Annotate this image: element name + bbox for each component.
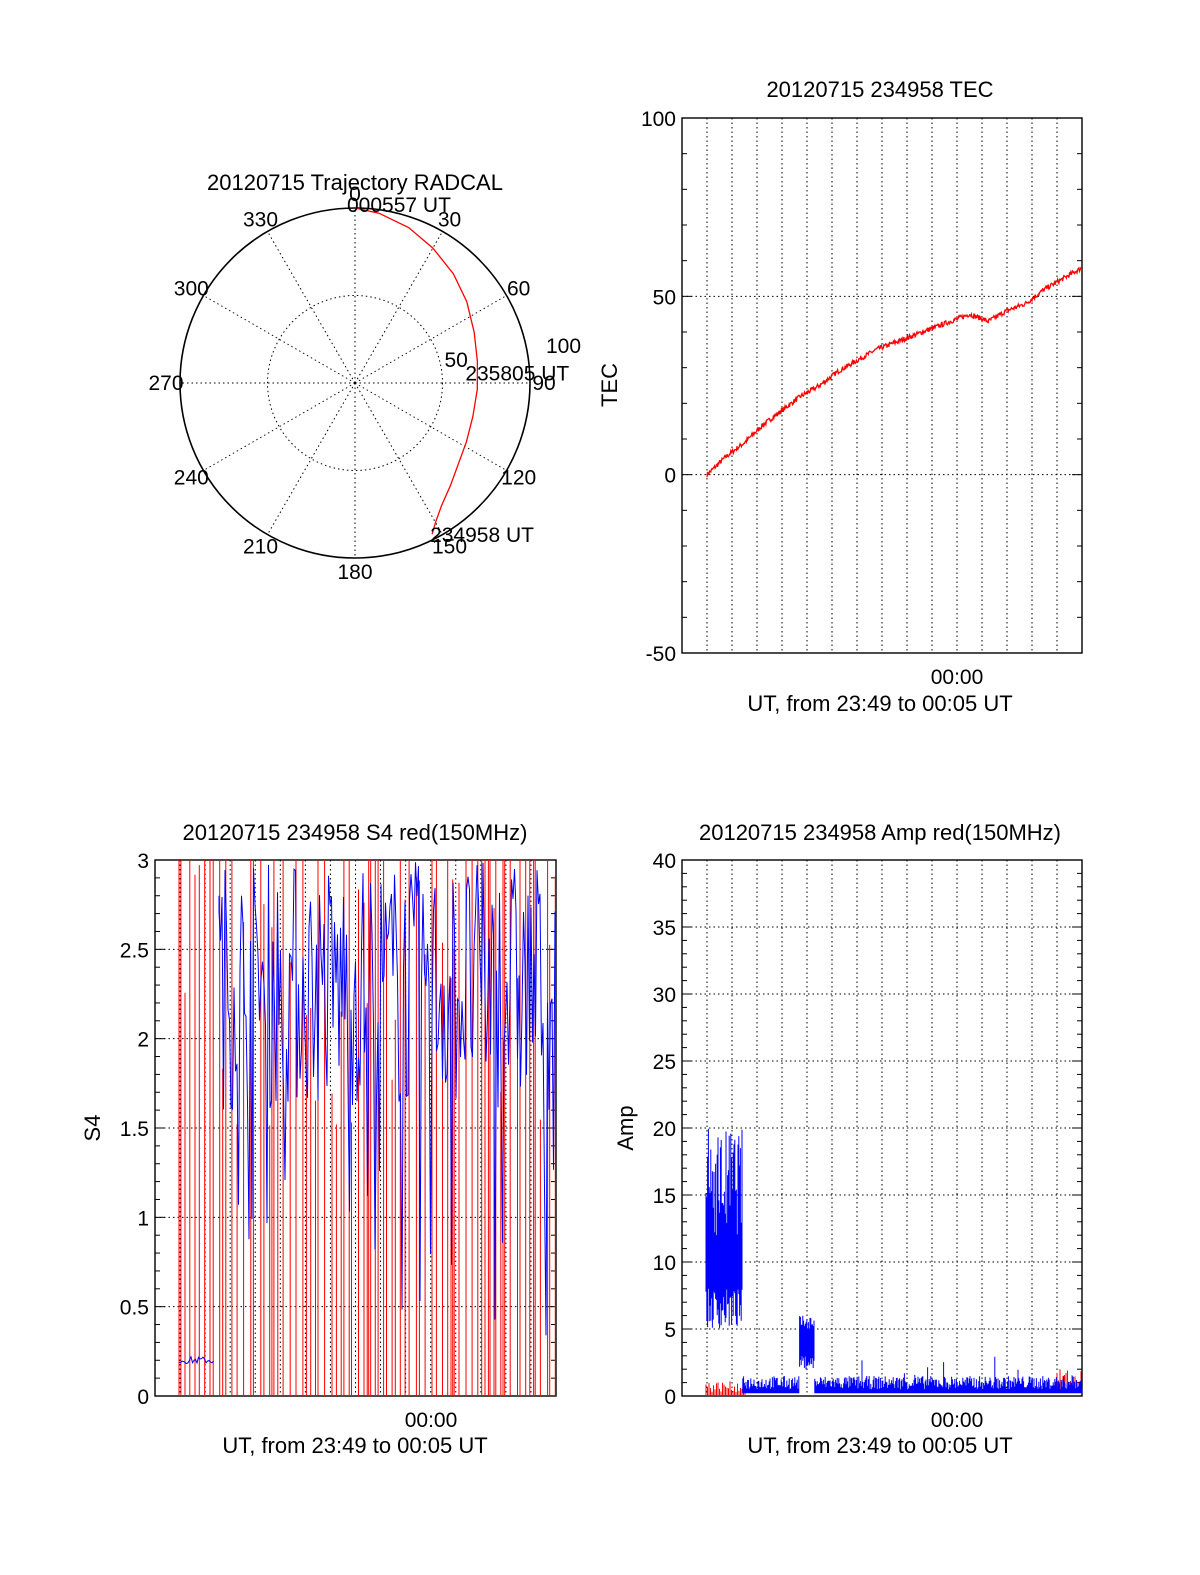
y-tick-label: 1 xyxy=(137,1207,149,1230)
polar-azimuth-label: 150 xyxy=(432,536,467,559)
y-tick-label: 35 xyxy=(653,917,676,940)
polar-chart-title: 20120715 Trajectory RADCAL xyxy=(207,170,503,195)
y-tick-label: 15 xyxy=(653,1185,676,1208)
amp-y-tick-labels: 0 5 10 15 20 25 30 35 40 xyxy=(653,850,676,1409)
tec-x-tick-label: 00:00 xyxy=(931,666,984,689)
polar-spoke xyxy=(267,382,356,535)
s4-x-tick-label: 00:00 xyxy=(405,1409,458,1432)
trajectory-start-label: 234958 UT xyxy=(430,524,534,547)
s4-blue-series xyxy=(178,862,556,1365)
tec-x-axis-label: UT, from 23:49 to 00:05 UT xyxy=(747,691,1012,716)
polar-azimuth-labels: 0 30 60 90 120 150 180 210 240 270 300 330 xyxy=(148,183,555,584)
polar-inner-ring xyxy=(267,295,443,471)
y-tick-label: 10 xyxy=(653,1252,676,1275)
y-tick-label: 3 xyxy=(137,850,149,873)
s4-x-axis-label: UT, from 23:49 to 00:05 UT xyxy=(222,1433,487,1458)
y-tick-label: 2 xyxy=(137,1029,149,1052)
tec-series-line xyxy=(706,266,1083,478)
trajectory-path xyxy=(354,207,479,535)
tec-y-axis-label: TEC xyxy=(597,363,622,407)
y-tick-label: 0 xyxy=(137,1386,149,1409)
s4-red-series xyxy=(178,860,556,1396)
s4-y-tick-labels: 0 0.5 1 1.5 2 2.5 3 xyxy=(120,850,149,1409)
polar-azimuth-label: 270 xyxy=(148,372,183,395)
polar-azimuth-label: 180 xyxy=(337,561,372,584)
polar-spoke xyxy=(203,382,356,471)
y-tick-label: 25 xyxy=(653,1051,676,1074)
plot-frame xyxy=(681,117,1083,654)
elevation-ring-label-50: 50 xyxy=(445,349,468,372)
y-tick-label: 0.5 xyxy=(120,1297,149,1320)
y-tick-label: 0 xyxy=(664,465,676,488)
s4-chart-title: 20120715 234958 S4 red(150MHz) xyxy=(183,820,528,845)
amp-blue-series xyxy=(705,1128,1083,1394)
polar-azimuth-label: 300 xyxy=(174,278,209,301)
polar-azimuth-label: 330 xyxy=(243,208,278,231)
y-tick-label: -50 xyxy=(646,643,676,666)
s4-y-axis-label: S4 xyxy=(80,1115,105,1142)
amp-chart-title: 20120715 234958 Amp red(150MHz) xyxy=(699,820,1061,845)
y-tick-label: 30 xyxy=(653,984,676,1007)
amp-x-axis-label: UT, from 23:49 to 00:05 UT xyxy=(747,1433,1012,1458)
tec-chart-title: 20120715 234958 TEC xyxy=(766,77,993,102)
y-tick-label: 2.5 xyxy=(120,939,149,962)
amp-chart: 20120715 234958 Amp red(150MHz) 0 5 10 15 20… xyxy=(613,820,1083,1458)
tec-y-tick-labels: -50 0 50 100 xyxy=(641,108,676,666)
tec-grid xyxy=(681,117,1083,654)
y-tick-label: 1.5 xyxy=(120,1118,149,1141)
y-tick-label: 40 xyxy=(653,850,676,873)
y-tick-label: 5 xyxy=(664,1319,676,1342)
y-tick-label: 100 xyxy=(641,108,676,131)
polar-azimuth-label: 240 xyxy=(174,467,209,490)
elevation-ring-label-100: 100 xyxy=(546,335,581,358)
amp-y-axis-label: Amp xyxy=(613,1105,638,1150)
amp-grid xyxy=(681,859,1083,1397)
polar-azimuth-label: 210 xyxy=(243,536,278,559)
polar-azimuth-label: 60 xyxy=(507,278,530,301)
plot-frame xyxy=(154,859,557,1397)
polar-azimuth-label: 30 xyxy=(438,208,461,231)
y-tick-label: 0 xyxy=(664,1386,676,1409)
y-tick-label: 20 xyxy=(653,1118,676,1141)
polar-spoke xyxy=(354,231,443,384)
polar-azimuth-label: 90 xyxy=(532,372,555,395)
tec-chart: 20120715 234958 TEC -50 0 50 100 00:00 UT, … xyxy=(597,77,1083,716)
polar-trajectory-chart: 20120715 Trajectory RADCAL 0 30 60 90 120 150… xyxy=(148,170,581,584)
polar-azimuth-label: 0 xyxy=(349,183,361,206)
amp-x-tick-label: 00:00 xyxy=(931,1409,984,1432)
s4-chart: 20120715 234958 S4 red(150MHz) 0 0.5 1 1.5 2… xyxy=(80,820,557,1458)
y-tick-label: 50 xyxy=(653,286,676,309)
trajectory-end-label: 000557 UT xyxy=(347,194,451,217)
trajectory-mid-label: 235805 UT xyxy=(465,362,569,385)
polar-azimuth-label: 120 xyxy=(501,467,536,490)
plot-frame xyxy=(681,859,1083,1397)
